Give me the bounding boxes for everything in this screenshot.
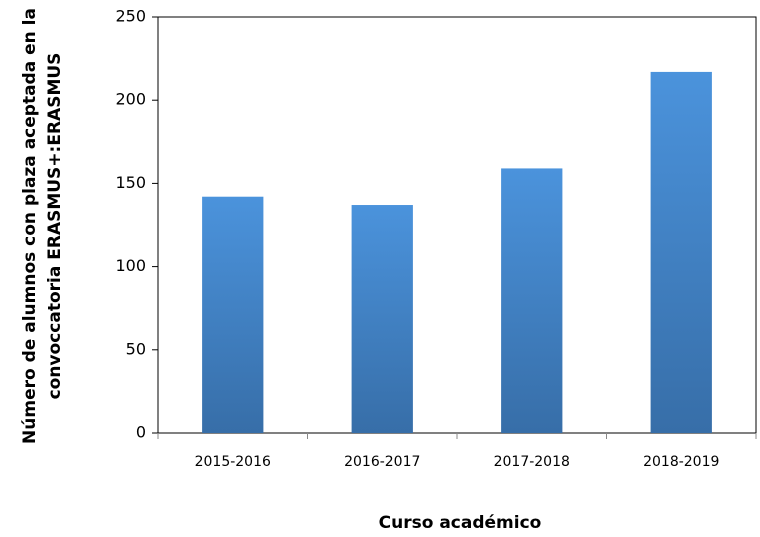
y-axis-title: Número de alumnos con plaza aceptada en …	[20, 8, 40, 444]
y-tick-label: 250	[115, 7, 146, 26]
y-axis-title: convoccatoria ERASMUS+:ERASMUS	[45, 53, 65, 400]
bar	[351, 205, 413, 433]
x-tick-label: 2018-2019	[643, 454, 719, 470]
y-tick-label: 0	[136, 423, 146, 442]
bar	[202, 196, 264, 433]
x-axis-title: Curso académico	[379, 513, 542, 533]
x-tick-label: 2015-2016	[195, 454, 271, 470]
bar	[501, 168, 563, 433]
y-tick-label: 50	[126, 339, 146, 358]
x-tick-label: 2017-2018	[494, 454, 570, 470]
x-tick-label: 2016-2017	[344, 454, 420, 470]
y-tick-label: 100	[115, 256, 146, 275]
bar	[650, 71, 712, 434]
y-tick-label: 150	[115, 173, 146, 192]
y-tick-label: 200	[115, 90, 146, 109]
